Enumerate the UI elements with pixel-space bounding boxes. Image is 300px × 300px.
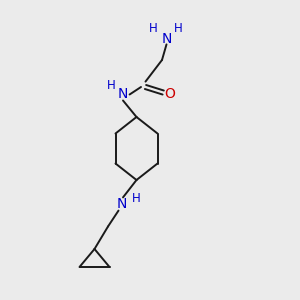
Text: N: N (161, 32, 172, 46)
Text: H: H (174, 22, 183, 35)
Text: N: N (116, 197, 127, 211)
Text: H: H (106, 79, 116, 92)
Text: O: O (164, 88, 175, 101)
Text: H: H (148, 22, 158, 35)
Text: N: N (118, 88, 128, 101)
Text: H: H (132, 191, 141, 205)
